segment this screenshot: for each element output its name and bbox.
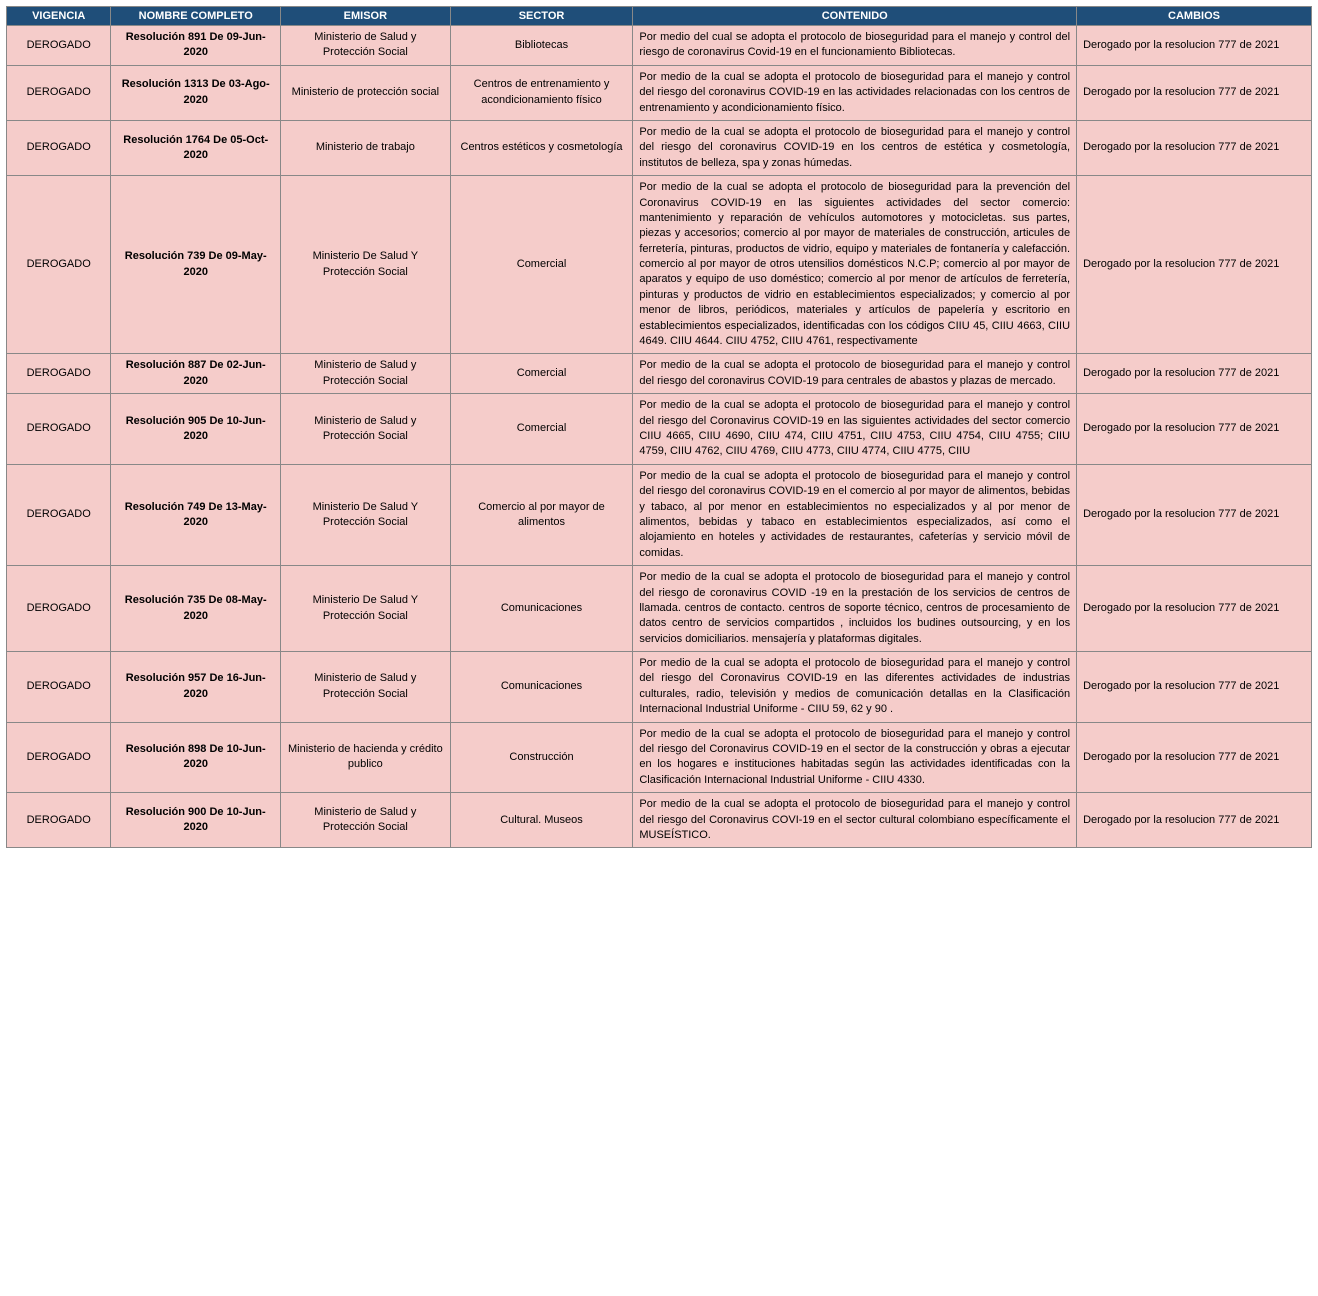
- table-row: DEROGADOResolución 749 De 13-May-2020Min…: [7, 464, 1312, 565]
- table-row: DEROGADOResolución 1313 De 03-Ago-2020Mi…: [7, 65, 1312, 120]
- cell-emisor: Ministerio De Salud Y Protección Social: [281, 464, 451, 565]
- cell-contenido: Por medio de la cual se adopta el protoc…: [633, 354, 1077, 394]
- cell-nombre: Resolución 905 De 10-Jun-2020: [111, 394, 281, 465]
- cell-sector: Bibliotecas: [450, 26, 633, 66]
- cell-cambios: Derogado por la resolucion 777 de 2021: [1077, 176, 1312, 354]
- cell-contenido: Por medio de la cual se adopta el protoc…: [633, 120, 1077, 175]
- cell-sector: Centros de entrenamiento y acondicionami…: [450, 65, 633, 120]
- cell-vigencia: DEROGADO: [7, 354, 111, 394]
- cell-emisor: Ministerio de Salud y Protección Social: [281, 394, 451, 465]
- col-header-nombre: NOMBRE COMPLETO: [111, 7, 281, 26]
- cell-nombre: Resolución 735 De 08-May-2020: [111, 566, 281, 652]
- table-row: DEROGADOResolución 887 De 02-Jun-2020Min…: [7, 354, 1312, 394]
- col-header-emisor: EMISOR: [281, 7, 451, 26]
- cell-vigencia: DEROGADO: [7, 176, 111, 354]
- cell-sector: Construcción: [450, 722, 633, 793]
- table-row: DEROGADOResolución 1764 De 05-Oct-2020Mi…: [7, 120, 1312, 175]
- cell-emisor: Ministerio de Salud y Protección Social: [281, 793, 451, 848]
- cell-emisor: Ministerio de Salud y Protección Social: [281, 354, 451, 394]
- table-body: DEROGADOResolución 891 De 09-Jun-2020Min…: [7, 26, 1312, 848]
- table-row: DEROGADOResolución 898 De 10-Jun-2020Min…: [7, 722, 1312, 793]
- col-header-sector: SECTOR: [450, 7, 633, 26]
- cell-sector: Comercio al por mayor de alimentos: [450, 464, 633, 565]
- cell-nombre: Resolución 1313 De 03-Ago-2020: [111, 65, 281, 120]
- table-row: DEROGADOResolución 891 De 09-Jun-2020Min…: [7, 26, 1312, 66]
- table-row: DEROGADOResolución 900 De 10-Jun-2020Min…: [7, 793, 1312, 848]
- cell-vigencia: DEROGADO: [7, 566, 111, 652]
- cell-cambios: Derogado por la resolucion 777 de 2021: [1077, 566, 1312, 652]
- cell-emisor: Ministerio de protección social: [281, 65, 451, 120]
- cell-vigencia: DEROGADO: [7, 793, 111, 848]
- cell-vigencia: DEROGADO: [7, 394, 111, 465]
- cell-nombre: Resolución 749 De 13-May-2020: [111, 464, 281, 565]
- cell-vigencia: DEROGADO: [7, 464, 111, 565]
- cell-vigencia: DEROGADO: [7, 652, 111, 723]
- cell-contenido: Por medio de la cual se adopta el protoc…: [633, 566, 1077, 652]
- cell-cambios: Derogado por la resolucion 777 de 2021: [1077, 394, 1312, 465]
- cell-cambios: Derogado por la resolucion 777 de 2021: [1077, 120, 1312, 175]
- regulations-table: VIGENCIA NOMBRE COMPLETO EMISOR SECTOR C…: [6, 6, 1312, 848]
- cell-emisor: Ministerio De Salud Y Protección Social: [281, 176, 451, 354]
- table-row: DEROGADOResolución 735 De 08-May-2020Min…: [7, 566, 1312, 652]
- cell-emisor: Ministerio de hacienda y crédito publico: [281, 722, 451, 793]
- cell-contenido: Por medio de la cual se adopta el protoc…: [633, 793, 1077, 848]
- cell-contenido: Por medio de la cual se adopta el protoc…: [633, 652, 1077, 723]
- cell-sector: Comercial: [450, 394, 633, 465]
- cell-sector: Centros estéticos y cosmetología: [450, 120, 633, 175]
- cell-cambios: Derogado por la resolucion 777 de 2021: [1077, 65, 1312, 120]
- col-header-contenido: CONTENIDO: [633, 7, 1077, 26]
- cell-vigencia: DEROGADO: [7, 26, 111, 66]
- cell-vigencia: DEROGADO: [7, 65, 111, 120]
- cell-cambios: Derogado por la resolucion 777 de 2021: [1077, 464, 1312, 565]
- cell-contenido: Por medio de la cual se adopta el protoc…: [633, 722, 1077, 793]
- table-header: VIGENCIA NOMBRE COMPLETO EMISOR SECTOR C…: [7, 7, 1312, 26]
- cell-contenido: Por medio de la cual se adopta el protoc…: [633, 65, 1077, 120]
- cell-sector: Comunicaciones: [450, 566, 633, 652]
- cell-sector: Comercial: [450, 176, 633, 354]
- cell-nombre: Resolución 957 De 16-Jun-2020: [111, 652, 281, 723]
- col-header-cambios: CAMBIOS: [1077, 7, 1312, 26]
- cell-contenido: Por medio de la cual se adopta el protoc…: [633, 394, 1077, 465]
- cell-sector: Comercial: [450, 354, 633, 394]
- col-header-vigencia: VIGENCIA: [7, 7, 111, 26]
- cell-cambios: Derogado por la resolucion 777 de 2021: [1077, 722, 1312, 793]
- cell-cambios: Derogado por la resolucion 777 de 2021: [1077, 354, 1312, 394]
- cell-nombre: Resolución 739 De 09-May-2020: [111, 176, 281, 354]
- cell-nombre: Resolución 891 De 09-Jun-2020: [111, 26, 281, 66]
- cell-contenido: Por medio del cual se adopta el protocol…: [633, 26, 1077, 66]
- table-row: DEROGADOResolución 905 De 10-Jun-2020Min…: [7, 394, 1312, 465]
- cell-cambios: Derogado por la resolucion 777 de 2021: [1077, 652, 1312, 723]
- cell-nombre: Resolución 1764 De 05-Oct-2020: [111, 120, 281, 175]
- cell-emisor: Ministerio de trabajo: [281, 120, 451, 175]
- cell-sector: Comunicaciones: [450, 652, 633, 723]
- cell-nombre: Resolución 887 De 02-Jun-2020: [111, 354, 281, 394]
- cell-cambios: Derogado por la resolucion 777 de 2021: [1077, 26, 1312, 66]
- cell-contenido: Por medio de la cual se adopta el protoc…: [633, 464, 1077, 565]
- cell-emisor: Ministerio de Salud y Protección Social: [281, 26, 451, 66]
- cell-nombre: Resolución 900 De 10-Jun-2020: [111, 793, 281, 848]
- cell-vigencia: DEROGADO: [7, 722, 111, 793]
- cell-emisor: Ministerio De Salud Y Protección Social: [281, 566, 451, 652]
- cell-emisor: Ministerio de Salud y Protección Social: [281, 652, 451, 723]
- cell-sector: Cultural. Museos: [450, 793, 633, 848]
- table-row: DEROGADOResolución 739 De 09-May-2020Min…: [7, 176, 1312, 354]
- cell-nombre: Resolución 898 De 10-Jun-2020: [111, 722, 281, 793]
- table-row: DEROGADOResolución 957 De 16-Jun-2020Min…: [7, 652, 1312, 723]
- cell-contenido: Por medio de la cual se adopta el protoc…: [633, 176, 1077, 354]
- cell-vigencia: DEROGADO: [7, 120, 111, 175]
- cell-cambios: Derogado por la resolucion 777 de 2021: [1077, 793, 1312, 848]
